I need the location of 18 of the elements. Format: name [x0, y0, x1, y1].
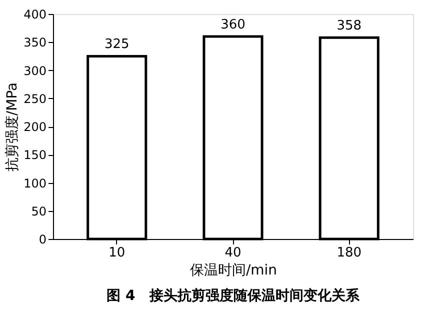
x-tick-label: 180	[336, 246, 362, 260]
data-label: 360	[220, 18, 246, 32]
y-tick-label: 50	[31, 204, 46, 218]
data-label: 358	[336, 18, 362, 34]
y-tick-label: 0	[38, 232, 46, 246]
data-label: 325	[104, 37, 130, 52]
y-tick-label: 300	[24, 64, 46, 78]
y-tick-label: 350	[24, 36, 46, 50]
y-axis-title: 抗剪强度/MPa	[4, 82, 21, 172]
y-tick-label: 400	[24, 8, 46, 22]
y-tick-label: 100	[24, 176, 46, 190]
text: 图 4 接头抗剪强度随保温时间变化关系	[106, 287, 360, 304]
y-tick-label: 250	[24, 92, 46, 106]
x-tick-label: 40	[224, 246, 242, 260]
x-axis-title: 保温时间/min	[190, 262, 278, 278]
y-tick-label: 150	[24, 148, 46, 162]
x-tick-label: 10	[108, 246, 126, 260]
y-tick-label: 200	[24, 120, 46, 134]
